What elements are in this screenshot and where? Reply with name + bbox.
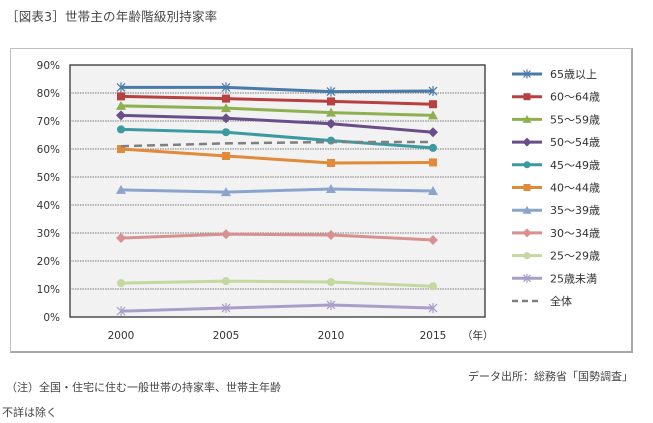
series-全体 bbox=[120, 140, 433, 148]
legend-label: 30〜34歳 bbox=[550, 227, 600, 240]
series-30〜34歳 bbox=[116, 229, 438, 245]
y-tick-label: 80% bbox=[37, 88, 60, 100]
legend-label: 50〜54歳 bbox=[550, 136, 600, 149]
legend-item: 50〜54歳 bbox=[512, 136, 600, 149]
legend-item: 35〜39歳 bbox=[512, 204, 600, 217]
x-tick-label: 2010 bbox=[318, 330, 345, 342]
legend-label: 全体 bbox=[550, 294, 572, 308]
x-tick-label: 2005 bbox=[213, 330, 240, 342]
chart-title: ［図表3］世帯主の年齢階級別持家率 bbox=[6, 9, 218, 24]
legend-label: 45〜49歳 bbox=[550, 159, 600, 172]
footnote-continued: 不詳は除く bbox=[2, 406, 57, 419]
legend-item: 全体 bbox=[512, 294, 572, 308]
series-65歳以上 bbox=[116, 82, 438, 97]
legend-item: 60〜64歳 bbox=[512, 91, 600, 104]
legend-item: 40〜44歳 bbox=[512, 182, 600, 195]
legend-label: 60〜64歳 bbox=[550, 91, 600, 104]
x-axis-ticks: 2000 2005 2010 2015 （年） bbox=[108, 329, 494, 342]
data-source: データ出所：総務省「国勢調査」 bbox=[468, 370, 633, 383]
y-axis-ticks: 0% 10% 20% 30% 40% 50% 60% 70% 80% 90% bbox=[37, 60, 60, 324]
x-tick-label: 2000 bbox=[108, 330, 135, 342]
x-axis-label: （年） bbox=[462, 329, 494, 342]
x-tick-label: 2015 bbox=[420, 330, 447, 342]
series-60〜64歳 bbox=[117, 92, 437, 109]
legend-item: 30〜34歳 bbox=[512, 227, 600, 240]
legend-item: 55〜59歳 bbox=[512, 113, 600, 126]
y-tick-label: 60% bbox=[37, 144, 60, 156]
legend-label: 25〜29歳 bbox=[550, 250, 600, 263]
legend-item: 45〜49歳 bbox=[512, 159, 600, 172]
legend-label: 40〜44歳 bbox=[550, 182, 600, 195]
series-35〜39歳 bbox=[116, 184, 438, 197]
legend-label: 25歳未満 bbox=[550, 272, 597, 285]
series-40〜44歳 bbox=[117, 145, 437, 167]
y-tick-label: 50% bbox=[37, 172, 60, 184]
y-tick-label: 70% bbox=[37, 116, 60, 128]
series-lines bbox=[116, 82, 438, 317]
legend-item: 25歳未満 bbox=[512, 272, 597, 285]
legend: 65歳以上 60〜64歳 55〜59歳 50〜54歳 45〜49歳 40〜44歳 35〜39… bbox=[512, 68, 600, 308]
y-tick-label: 20% bbox=[37, 256, 60, 268]
y-tick-label: 0% bbox=[43, 312, 60, 324]
footnote: （注）全国・住宅に住む一般世帯の持家率、世帯主年齢 bbox=[6, 381, 281, 394]
y-tick-label: 90% bbox=[37, 60, 60, 72]
y-tick-label: 10% bbox=[37, 284, 60, 296]
series-50〜54歳 bbox=[116, 110, 438, 138]
gridlines bbox=[70, 92, 485, 290]
legend-label: 65歳以上 bbox=[550, 68, 597, 81]
y-tick-label: 40% bbox=[37, 200, 60, 212]
y-tick-label: 30% bbox=[37, 228, 60, 240]
legend-label: 55〜59歳 bbox=[550, 113, 600, 126]
legend-item: 65歳以上 bbox=[512, 68, 597, 81]
legend-label: 35〜39歳 bbox=[550, 204, 600, 217]
series-25歳未満 bbox=[116, 299, 438, 317]
legend-item: 25〜29歳 bbox=[512, 250, 600, 263]
series-25〜29歳 bbox=[117, 277, 437, 291]
series-55〜59歳 bbox=[116, 100, 438, 120]
